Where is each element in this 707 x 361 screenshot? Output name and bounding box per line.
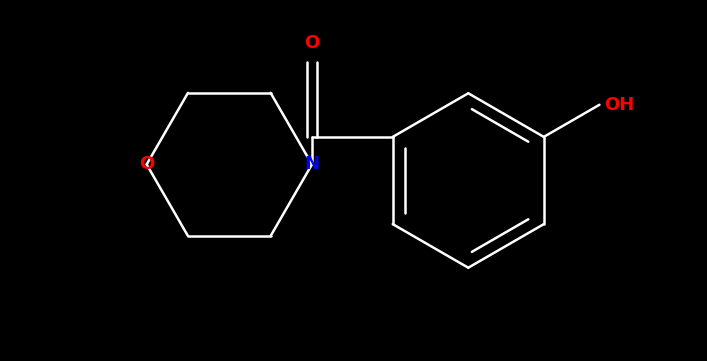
Text: O: O [304, 34, 320, 52]
Text: N: N [305, 156, 320, 173]
Text: OH: OH [604, 96, 634, 114]
Text: O: O [139, 156, 154, 173]
